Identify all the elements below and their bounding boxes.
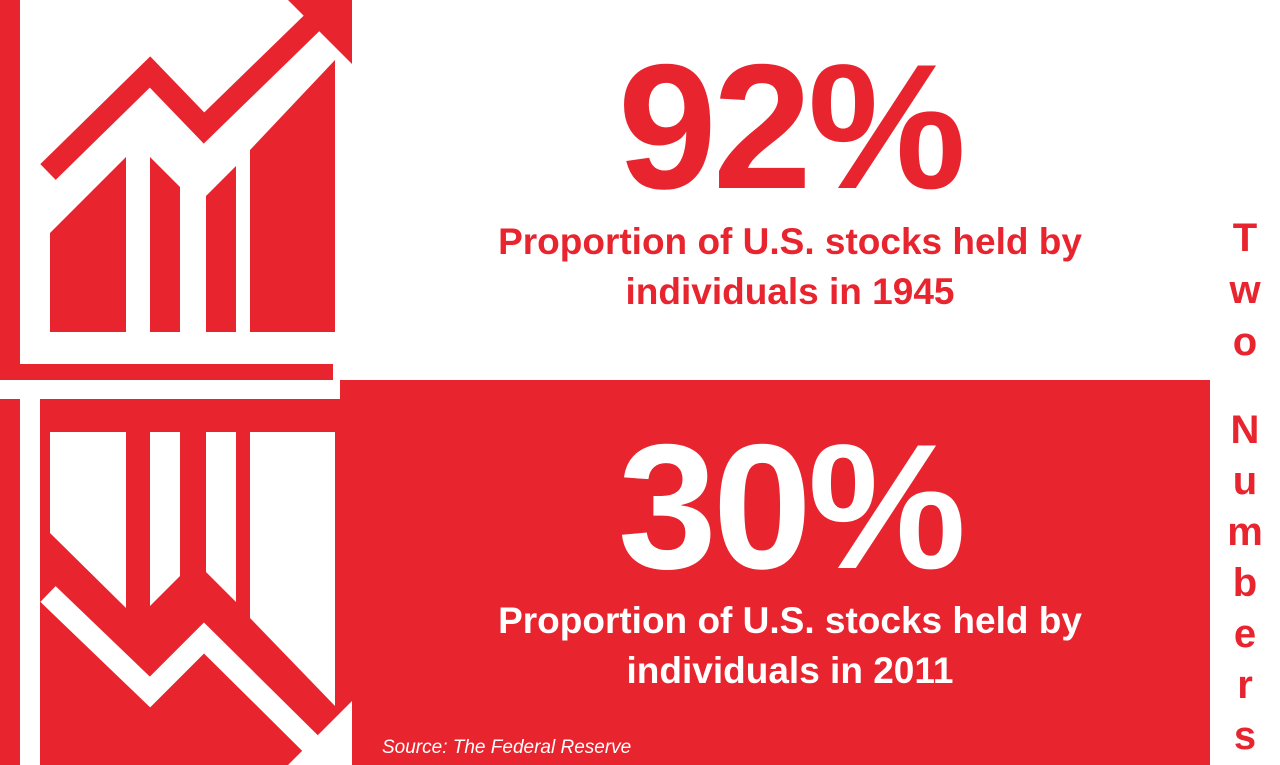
source-note: Source: The Federal Reserve <box>382 737 632 758</box>
stat-2011-caption-line2: individuals in 2011 <box>626 650 954 691</box>
stat-1945-caption-line1: Proportion of U.S. stocks held by <box>498 221 1082 262</box>
stat-1945-caption-line2: individuals in 1945 <box>625 271 955 312</box>
stat-1945-value: 92% <box>617 27 966 226</box>
side-title-letter: u <box>1232 459 1258 503</box>
side-title-letter: m <box>1227 510 1263 554</box>
side-title-letter: N <box>1230 408 1260 452</box>
side-title-letter: r <box>1237 663 1253 707</box>
side-title-letter: T <box>1232 216 1258 260</box>
stat-1945-caption: Proportion of U.S. stocks held by indivi… <box>390 217 1190 317</box>
top-panel <box>0 0 1210 380</box>
side-title-letter: w <box>1229 268 1261 312</box>
bottom-panel <box>0 380 1210 765</box>
side-title-letter: b <box>1232 561 1258 605</box>
side-title-letter: s <box>1233 714 1257 758</box>
side-title-letter: e <box>1233 612 1257 656</box>
side-title: T w o N u m b e r s <box>1216 0 1274 765</box>
stat-2011-caption-line1: Proportion of U.S. stocks held by <box>498 600 1082 641</box>
stat-2011-value: 30% <box>617 407 966 606</box>
side-title-letter: o <box>1232 320 1258 364</box>
rising-bar-chart-icon <box>0 0 352 380</box>
stat-2011-caption: Proportion of U.S. stocks held by indivi… <box>390 596 1190 696</box>
falling-bar-chart-icon <box>0 380 352 765</box>
